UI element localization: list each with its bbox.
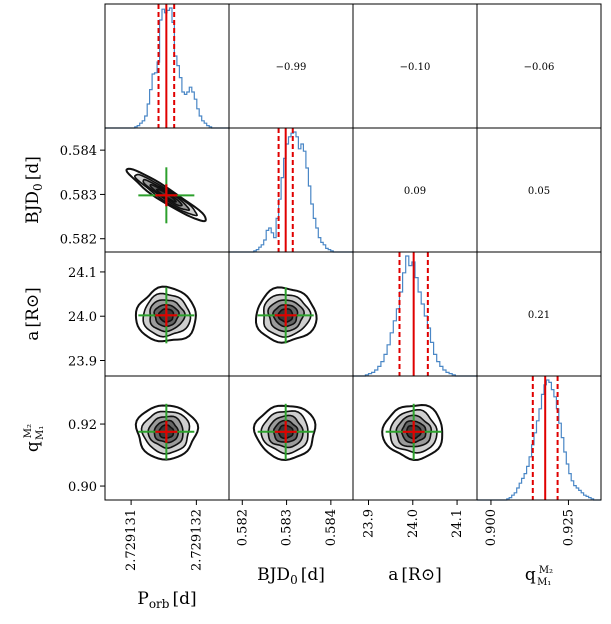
x-axis-label-a: a [R⊙]: [388, 565, 441, 585]
y-tick-label-a-0: 23.9: [68, 355, 97, 370]
x-tick-label-q-0: 0.900: [484, 509, 499, 546]
y-axis-label-q-text: q M₂M₁: [23, 424, 46, 452]
x-axis-label-a-unit: [R⊙]: [401, 565, 441, 585]
x-axis-label-BJD_0-main: BJD: [257, 565, 290, 585]
y-axis-label-a-unit: [R⊙]: [23, 287, 43, 327]
x-axis-label-P_orb: Porb [d]: [137, 589, 196, 611]
x-tick-label-q-1: 0.925: [561, 509, 576, 546]
x-tick-label-P_orb-1: 2.729132: [189, 509, 204, 571]
x-axis-label-P_orb-main: P: [137, 589, 148, 609]
x-tick-label-a-0: 23.9: [362, 509, 377, 538]
x-tick-label-P_orb-0: 2.729131: [124, 509, 139, 571]
y-tick-label-a-1: 24.0: [68, 310, 97, 325]
x-tick-label-BJD_0-1: 0.583: [280, 509, 295, 546]
y-axis-label-q-frac-num: M₂: [23, 424, 34, 438]
y-tick-label-a-2: 24.1: [68, 266, 97, 281]
y-axis-label-BJD_0-unit: [d]: [23, 156, 43, 180]
y-axis-label-BJD_0: BJD0 [d]: [23, 156, 45, 224]
x-axis-label-BJD_0-unit: [d]: [301, 565, 325, 585]
y-axis-label-q-main: q: [23, 441, 43, 452]
x-tick-label-BJD_0-0: 0.582: [235, 509, 250, 546]
histogram-a: [353, 255, 477, 377]
x-axis-label-a-main: a: [388, 565, 398, 585]
x-axis-label-q-main: q: [525, 565, 536, 585]
x-axis-label-P_orb-text: Porb [d]: [137, 589, 196, 611]
x-tick-label-BJD_0-2: 0.584: [324, 509, 339, 546]
y-tick-label-q-1: 0.92: [68, 418, 97, 433]
correlation-label-1-3: 0.05: [528, 186, 550, 197]
panel-frame-1-1: [228, 127, 354, 253]
y-axis-label-BJD_0-main: BJD: [23, 191, 43, 224]
panel-frame-3-3: [476, 375, 602, 501]
x-axis-label-q-frac-num: M₂: [539, 565, 553, 576]
histogram-BJD_0: [229, 131, 353, 253]
x-axis-label-BJD_0: BJD0 [d]: [257, 565, 325, 587]
y-axis-label-BJD_0-sub: 0: [31, 183, 45, 191]
y-tick-label-q-0: 0.90: [68, 480, 97, 495]
x-axis-label-P_orb-sub: orb: [149, 597, 170, 611]
contour-panel-3-2: [381, 403, 444, 462]
y-tick-label-BJD_0-1: 0.583: [60, 188, 97, 203]
y-axis-label-a-main: a: [23, 331, 43, 341]
x-axis-label-q-text: q M₂ M₁: [525, 565, 553, 588]
x-tick-label-a-1: 24.0: [406, 509, 421, 538]
x-axis-label-q: q M₂ M₁: [525, 565, 553, 588]
y-tick-label-BJD_0-0: 0.582: [60, 233, 97, 248]
histogram-q: [477, 379, 601, 501]
x-axis-label-a-text: a [R⊙]: [388, 565, 441, 585]
correlation-label-1-2: 0.09: [404, 186, 426, 197]
y-axis-label-q-frac-den: M₁: [35, 426, 46, 440]
x-axis-label-BJD_0-text: BJD0 [d]: [257, 565, 325, 587]
y-axis-label-q: q M₂M₁: [23, 424, 46, 452]
x-axis-label-P_orb-unit: [d]: [172, 589, 196, 609]
x-axis-label-q-frac-den: M₁: [537, 577, 551, 588]
correlation-label-0-2: −0.10: [400, 62, 431, 73]
x-tick-label-a-2: 24.1: [450, 509, 465, 538]
y-axis-label-a-text: a [R⊙]: [23, 287, 43, 340]
y-axis-label-a: a [R⊙]: [23, 287, 43, 340]
correlation-label-0-3: −0.06: [524, 62, 555, 73]
y-tick-label-BJD_0-2: 0.584: [60, 144, 97, 159]
correlation-label-2-3: 0.21: [528, 310, 550, 321]
correlation-label-0-1: −0.99: [276, 62, 307, 73]
x-axis-label-BJD_0-sub: 0: [290, 573, 298, 587]
y-axis-label-BJD_0-text: BJD0 [d]: [23, 156, 45, 224]
histogram-P_orb: [105, 7, 229, 129]
